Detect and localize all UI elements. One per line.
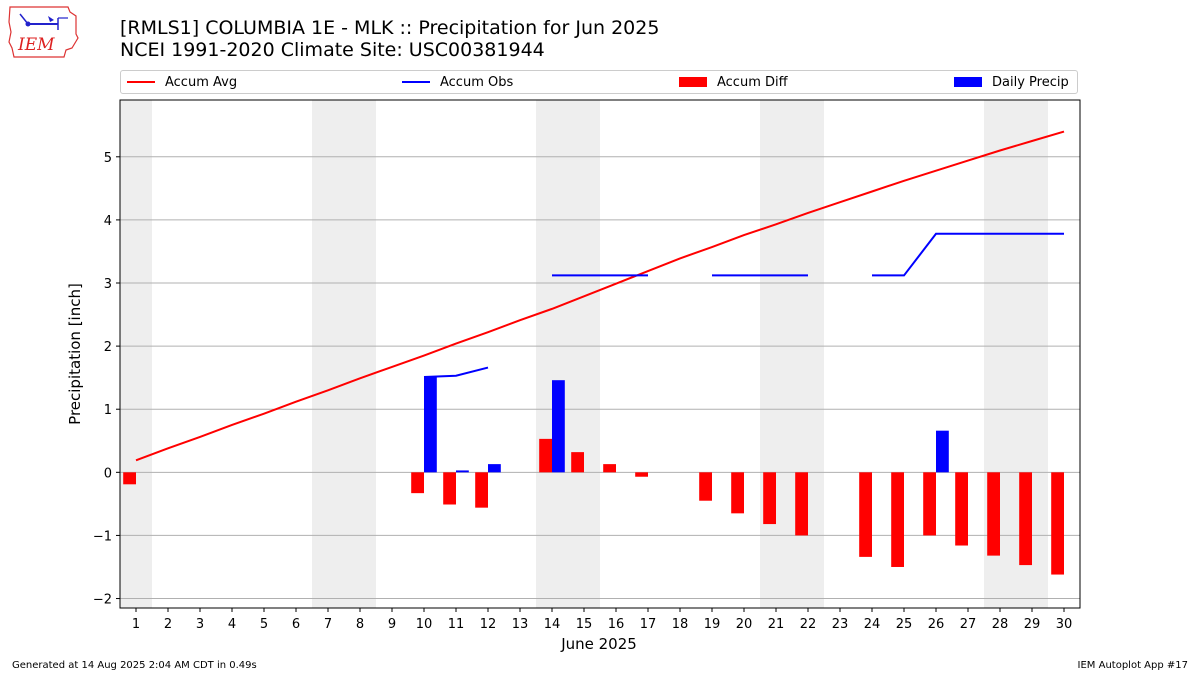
x-tick-label: 16 xyxy=(608,617,625,632)
x-tick-label: 30 xyxy=(1056,617,1073,632)
x-tick-label: 24 xyxy=(864,617,881,632)
chart-subtitle: NCEI 1991-2020 Climate Site: USC00381944 xyxy=(120,39,545,61)
x-tick-label: 17 xyxy=(640,617,657,632)
accum-diff-bars xyxy=(123,438,1064,575)
plot-frame xyxy=(119,99,1081,609)
legend-accum-diff: Accum Diff xyxy=(679,74,788,90)
y-tick-label: 1 xyxy=(104,403,112,418)
accum-diff-bar xyxy=(539,438,552,473)
accum-diff-bar xyxy=(635,472,648,477)
x-tick-label: 20 xyxy=(736,617,753,632)
x-tick-label: 2 xyxy=(164,617,172,632)
y-tick-label: 0 xyxy=(104,466,112,481)
daily-precip-bars xyxy=(424,377,949,473)
x-tick-label: 14 xyxy=(544,617,561,632)
accum-avg-polyline xyxy=(135,130,1065,462)
gridlines xyxy=(120,156,1080,600)
x-tick-label: 5 xyxy=(260,617,268,632)
x-tick-label: 21 xyxy=(768,617,785,632)
footer-app: IEM Autoplot App #17 xyxy=(1077,660,1188,671)
accum-diff-bar xyxy=(987,472,1000,556)
accum-diff-bar xyxy=(1019,472,1032,566)
iem-logo-text: IEM xyxy=(17,35,55,55)
legend-swatch-accum-obs xyxy=(402,81,430,83)
x-tick-label: 23 xyxy=(832,617,849,632)
legend-swatch-accum-diff xyxy=(679,77,707,87)
x-tick-label: 10 xyxy=(416,617,433,632)
weekend-band xyxy=(312,100,376,608)
daily-precip-bar xyxy=(488,464,501,473)
weekend-band xyxy=(120,100,152,608)
daily-precip-bar xyxy=(456,470,469,473)
x-tick-label: 8 xyxy=(356,617,364,632)
iem-logo: IEM xyxy=(8,6,79,58)
y-tick-label: −2 xyxy=(93,593,112,608)
accum-diff-bar xyxy=(443,472,456,505)
accum-diff-bar xyxy=(923,472,936,536)
legend-label: Accum Diff xyxy=(717,74,788,90)
x-tick-label: 28 xyxy=(992,617,1009,632)
y-tick-label: 5 xyxy=(104,151,112,166)
accum-diff-bar xyxy=(603,464,616,473)
legend-label: Accum Avg xyxy=(165,74,238,90)
footer-generated: Generated at 14 Aug 2025 2:04 AM CDT in … xyxy=(12,660,257,671)
x-axis-label: June 2025 xyxy=(560,635,637,653)
x-tick-label: 13 xyxy=(512,617,529,632)
x-tick-label: 3 xyxy=(196,617,204,632)
x-tick-label: 1 xyxy=(132,617,140,632)
x-tick-label: 29 xyxy=(1024,617,1041,632)
accum-diff-bar xyxy=(699,472,712,501)
accum-obs-line xyxy=(423,232,1064,379)
daily-precip-bar xyxy=(552,380,565,473)
weekend-band xyxy=(760,100,824,608)
accum-diff-bar xyxy=(955,472,968,546)
x-tick-label: 26 xyxy=(928,617,945,632)
x-tick-label: 27 xyxy=(960,617,977,632)
x-tick-label: 22 xyxy=(800,617,817,632)
accum-diff-bar xyxy=(123,472,136,485)
legend-accum-obs: Accum Obs xyxy=(402,74,513,90)
accum-obs-segment xyxy=(423,366,489,379)
x-tick-label: 15 xyxy=(576,617,593,632)
legend-label: Daily Precip xyxy=(992,74,1069,90)
y-tick-label: 3 xyxy=(104,277,112,292)
legend-swatch-accum-avg xyxy=(127,81,155,83)
accum-avg-line xyxy=(135,130,1065,462)
x-tick-label: 4 xyxy=(228,617,236,632)
x-tick-label: 9 xyxy=(388,617,396,632)
legend-label: Accum Obs xyxy=(440,74,514,90)
x-tick-label: 18 xyxy=(672,617,689,632)
x-tick-label: 11 xyxy=(448,617,465,632)
accum-diff-bar xyxy=(859,472,872,557)
x-tick-label: 7 xyxy=(324,617,332,632)
accum-diff-bar xyxy=(475,472,488,508)
accum-diff-bar xyxy=(795,472,808,536)
y-tick-label: 4 xyxy=(104,214,112,229)
x-tick-label: 12 xyxy=(480,617,497,632)
x-tick-label: 25 xyxy=(896,617,913,632)
daily-precip-bar xyxy=(424,377,437,473)
y-tick-label: 2 xyxy=(104,340,112,355)
accum-diff-bar xyxy=(731,472,744,514)
accum-diff-bar xyxy=(1051,472,1064,575)
accum-diff-bar xyxy=(763,472,776,525)
accum-diff-bar xyxy=(411,472,424,494)
chart-title: [RMLS1] COLUMBIA 1E - MLK :: Precipitati… xyxy=(120,17,660,39)
weekend-band xyxy=(536,100,600,608)
legend-daily-precip: Daily Precip xyxy=(954,74,1069,90)
weekend-shading xyxy=(120,100,1048,608)
y-axis-label: Precipitation [inch] xyxy=(66,283,84,425)
accum-diff-bar xyxy=(891,472,904,567)
x-tick-label: 19 xyxy=(704,617,721,632)
accum-obs-segment xyxy=(872,232,1064,277)
daily-precip-bar xyxy=(936,430,949,473)
legend: Accum Avg Accum Obs Accum Diff Daily Pre… xyxy=(120,70,1078,94)
legend-accum-avg: Accum Avg xyxy=(127,74,237,90)
legend-swatch-daily-precip xyxy=(954,77,982,87)
x-tick-label: 6 xyxy=(292,617,300,632)
y-tick-label: −1 xyxy=(93,529,112,544)
accum-diff-bar xyxy=(571,452,584,473)
